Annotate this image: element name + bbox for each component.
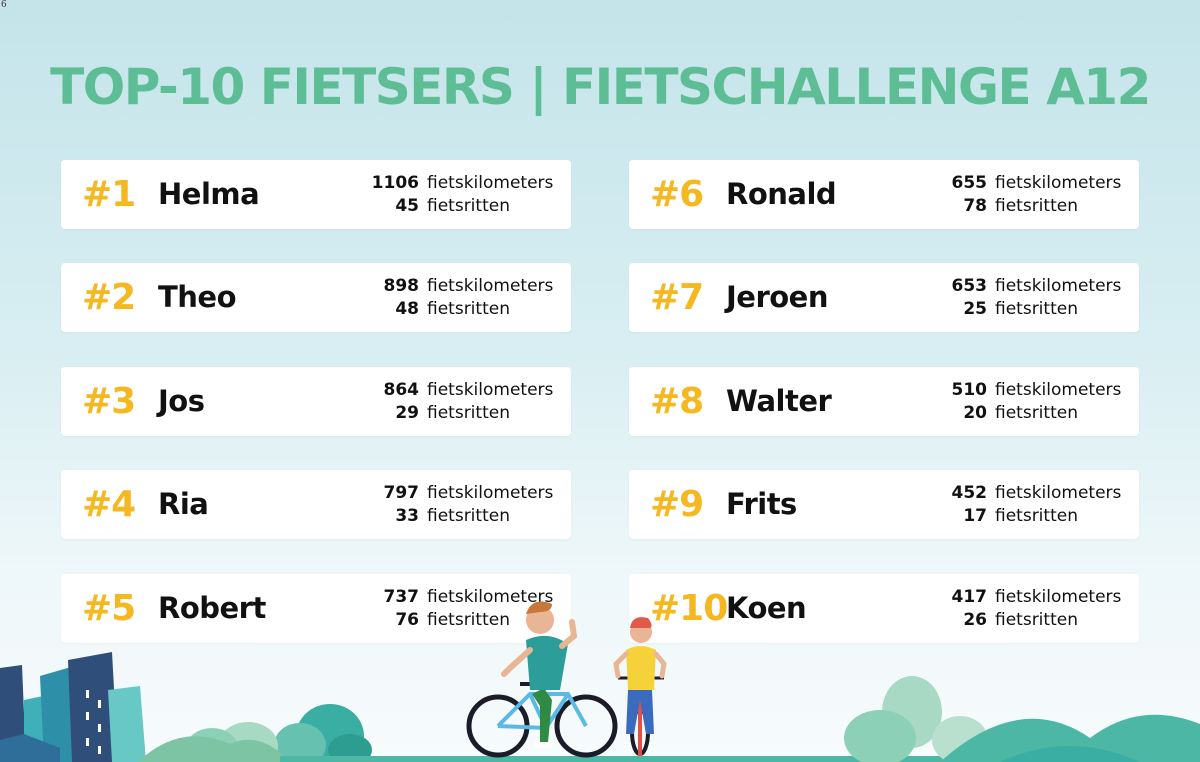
rides-unit: fietsritten (995, 196, 1078, 216)
stats: 864 fietskilometers 29 fietsritten (359, 379, 554, 425)
km-value: 864 (383, 380, 420, 400)
stats: 510 fietskilometers 20 fietsritten (927, 379, 1122, 425)
leaderboard-card-8: #8 Walter 510 fietskilometers 20 fietsritt… (629, 367, 1139, 436)
rides-value: 17 (963, 506, 987, 526)
bush-icon (138, 704, 372, 762)
rides-value: 45 (395, 196, 419, 216)
km-value: 452 (951, 483, 988, 503)
km-value: 797 (383, 483, 420, 503)
km-unit: fietskilometers (995, 380, 1122, 400)
rank-label: #10 (650, 588, 728, 629)
hills-icon (844, 676, 1200, 762)
stats: 417 fietskilometers 26 fietsritten (927, 586, 1122, 632)
rides-value: 29 (395, 403, 419, 423)
rides-unit: fietsritten (427, 506, 510, 526)
km-unit: fietskilometers (427, 483, 554, 503)
stats: 452 fietskilometers 17 fietsritten (927, 482, 1122, 528)
km-unit: fietskilometers (427, 587, 554, 607)
cyclist-name: Koen (726, 591, 807, 625)
rides-unit: fietsritten (995, 610, 1078, 630)
rank-label: #4 (82, 484, 136, 525)
km-unit: fietskilometers (995, 173, 1122, 193)
km-value: 1106 (371, 173, 419, 193)
rides-value: 76 (395, 610, 419, 630)
cyclist-name: Frits (726, 487, 797, 521)
stats: 737 fietskilometers 76 fietsritten (359, 586, 554, 632)
rides-value: 33 (395, 506, 419, 526)
stats: 898 fietskilometers 48 fietsritten (359, 275, 554, 321)
rides-unit: fietsritten (995, 403, 1078, 423)
cyclist-name: Jos (158, 384, 205, 418)
leaderboard-card-4: #4 Ria 797 fietskilometers 33 fietsritten (61, 470, 571, 539)
rides-value: 20 (963, 403, 987, 423)
rank-label: #6 (650, 174, 704, 215)
cyclist-name: Walter (726, 384, 832, 418)
km-unit: fietskilometers (995, 587, 1122, 607)
rank-label: #9 (650, 484, 704, 525)
km-value: 737 (383, 587, 420, 607)
cyclist-name: Helma (158, 177, 260, 211)
rides-unit: fietsritten (427, 610, 510, 630)
cyclist-name: Ronald (726, 177, 837, 211)
cyclist-name: Robert (158, 591, 266, 625)
rank-label: #5 (82, 588, 136, 629)
rank-label: #2 (82, 277, 136, 318)
city-buildings-icon (0, 652, 146, 762)
leaderboard-card-1: #1 Helma 1106 fietskilometers 45 fietsritt… (61, 160, 571, 229)
rides-value: 26 (963, 610, 987, 630)
km-value: 898 (383, 276, 420, 296)
rank-label: #8 (650, 381, 704, 422)
rank-label: #7 (650, 277, 704, 318)
rides-unit: fietsritten (427, 196, 510, 216)
rides-value: 78 (963, 196, 987, 216)
km-value: 417 (951, 587, 988, 607)
leaderboard-card-2: #2 Theo 898 fietskilometers 48 fietsritten (61, 263, 571, 332)
km-unit: fietskilometers (427, 173, 554, 193)
page-title: TOP-10 FIETSERS | FIETSCHALLENGE A12 (50, 58, 1151, 116)
km-value: 510 (951, 380, 988, 400)
km-unit: fietskilometers (427, 380, 554, 400)
leaderboard-card-10: #10 Koen 417 fietskilometers 26 fietsritte… (629, 574, 1139, 643)
cyclist-name: Jeroen (726, 280, 829, 314)
km-unit: fietskilometers (995, 276, 1122, 296)
rides-unit: fietsritten (427, 403, 510, 423)
leaderboard-card-5: #5 Robert 737 fietskilometers 76 fietsritt… (61, 574, 571, 643)
corner-page-number: 6 (1, 0, 7, 10)
leaderboard-card-3: #3 Jos 864 fietskilometers 29 fietsritten (61, 367, 571, 436)
km-value: 655 (951, 173, 988, 193)
cyclist-name: Theo (158, 280, 237, 314)
leaderboard-card-7: #7 Jeroen 653 fietskilometers 25 fietsritt… (629, 263, 1139, 332)
km-unit: fietskilometers (427, 276, 554, 296)
stats: 1106 fietskilometers 45 fietsritten (359, 172, 554, 218)
rank-label: #1 (82, 174, 136, 215)
rides-value: 25 (963, 299, 987, 319)
km-unit: fietskilometers (995, 483, 1122, 503)
leaderboard-card-6: #6 Ronald 655 fietskilometers 78 fietsritt… (629, 160, 1139, 229)
cyclist-name: Ria (158, 487, 209, 521)
stats: 655 fietskilometers 78 fietsritten (927, 172, 1122, 218)
rides-value: 48 (395, 299, 419, 319)
stats: 797 fietskilometers 33 fietsritten (359, 482, 554, 528)
km-value: 653 (951, 276, 988, 296)
rank-label: #3 (82, 381, 136, 422)
leaderboard-card-9: #9 Frits 452 fietskilometers 17 fietsritte… (629, 470, 1139, 539)
rides-unit: fietsritten (427, 299, 510, 319)
rides-unit: fietsritten (995, 299, 1078, 319)
rides-unit: fietsritten (995, 506, 1078, 526)
stats: 653 fietskilometers 25 fietsritten (927, 275, 1122, 321)
